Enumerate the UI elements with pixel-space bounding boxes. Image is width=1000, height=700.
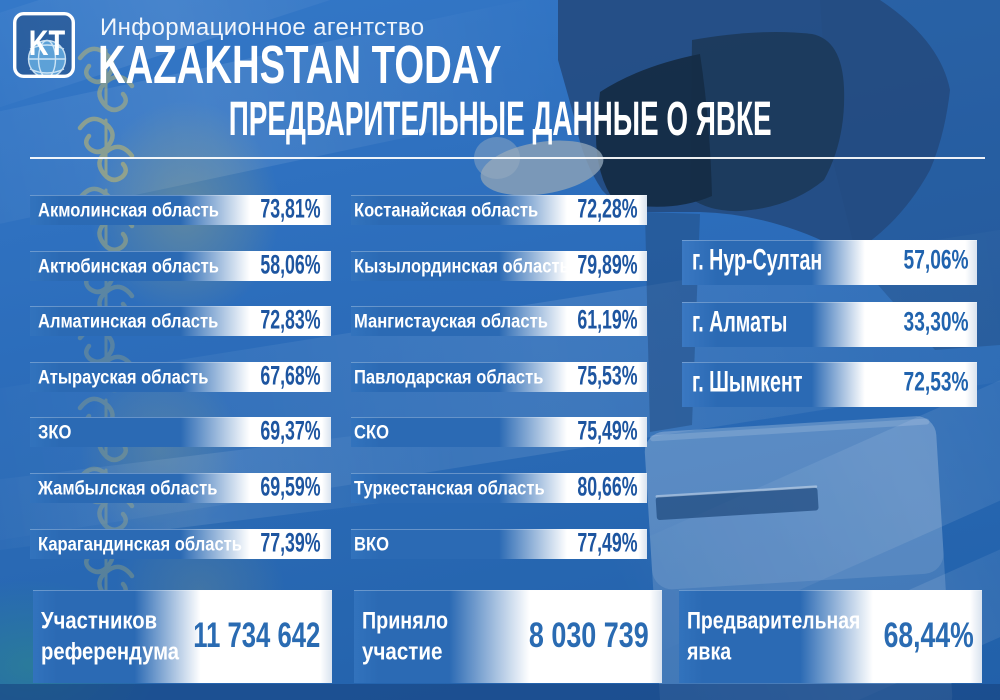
svg-text:KT: KT [29, 24, 65, 63]
